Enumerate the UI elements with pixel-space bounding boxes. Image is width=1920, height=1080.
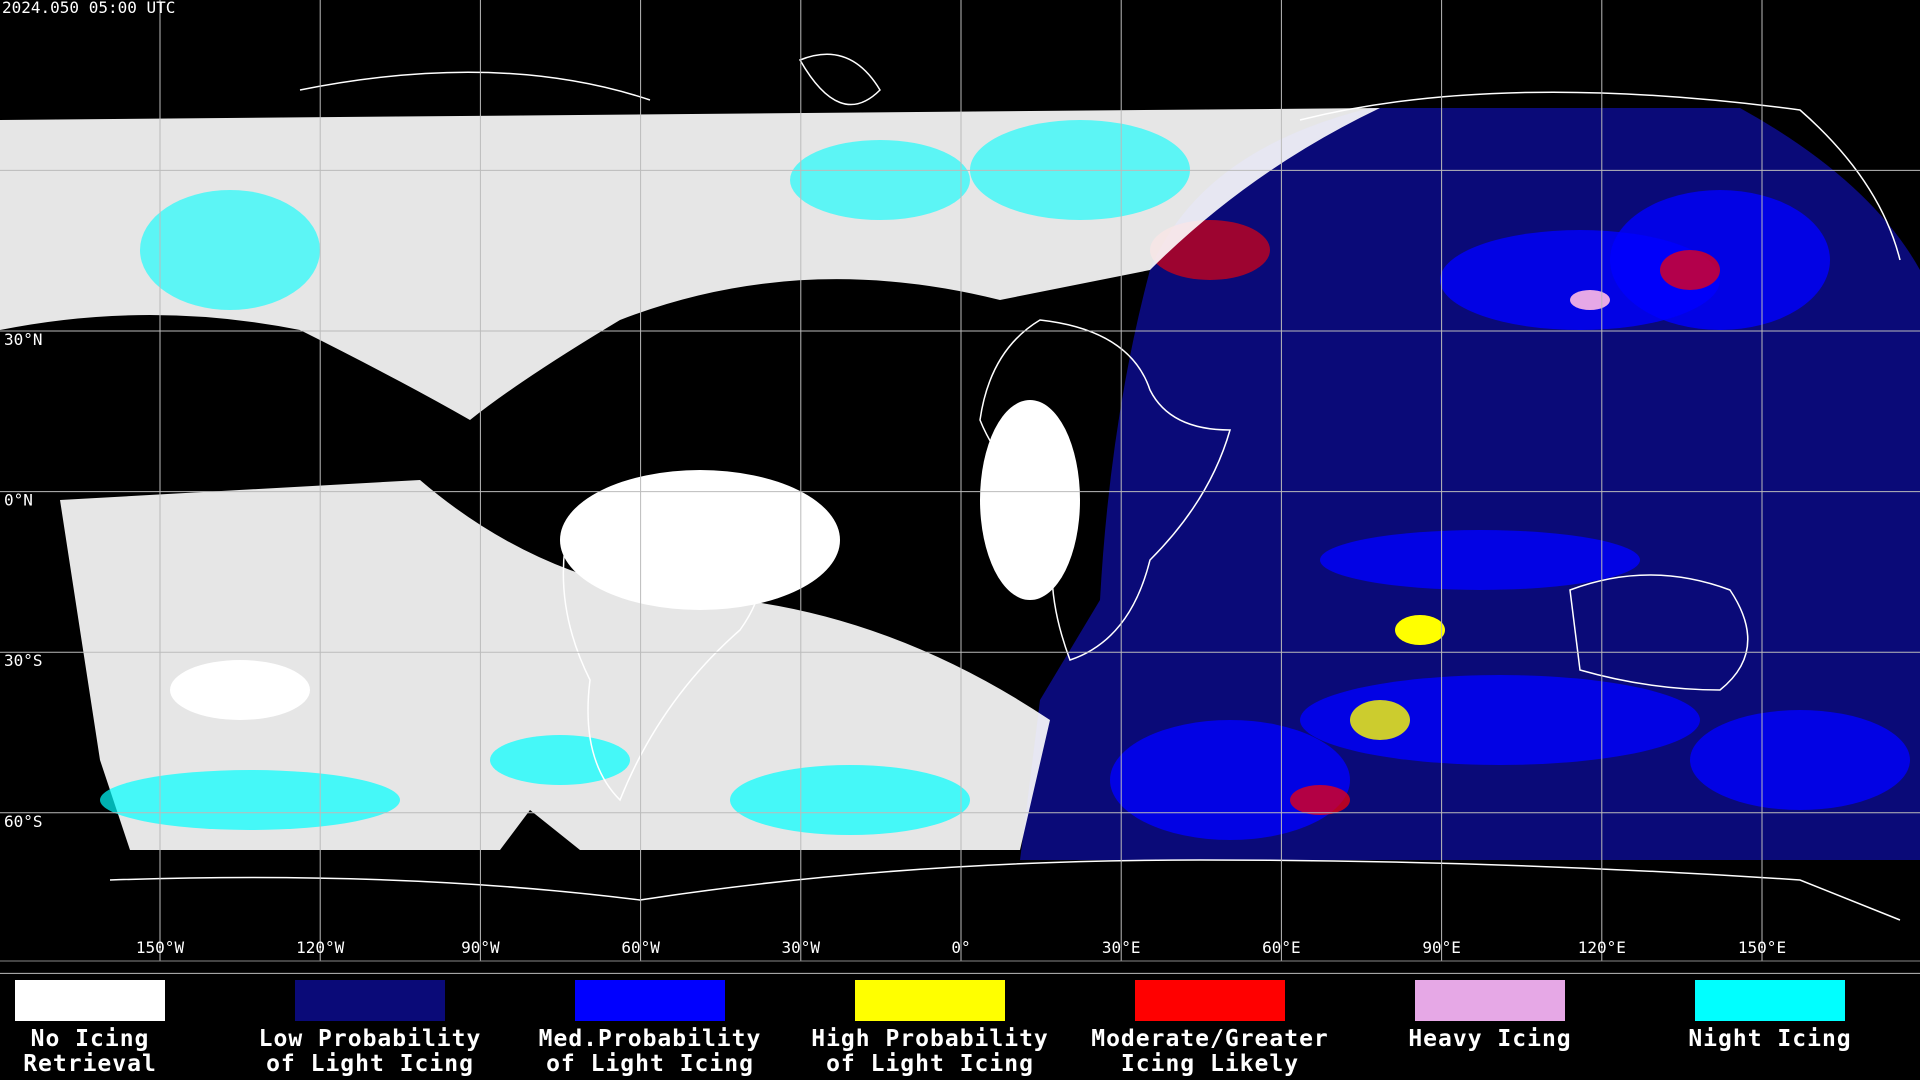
legend-swatch <box>15 980 165 1021</box>
legend-label: Heavy Icing <box>1408 1026 1571 1052</box>
legend-label: High Probability <box>811 1026 1049 1052</box>
legend-label: Low Probability <box>259 1026 482 1052</box>
latitude-label: 30°S <box>4 651 43 670</box>
latitude-label: 60°S <box>4 812 43 831</box>
legend-label: Night Icing <box>1688 1026 1851 1052</box>
longitude-label: 0° <box>951 938 970 957</box>
longitude-label: 60°E <box>1262 938 1301 957</box>
legend-swatch <box>1415 980 1565 1021</box>
legend-swatch <box>1135 980 1285 1021</box>
legend-swatch <box>295 980 445 1021</box>
legend-label: Med.Probability <box>539 1026 762 1052</box>
longitude-label: 120°W <box>296 938 345 957</box>
longitude-label: 150°W <box>136 938 185 957</box>
legend-label: No Icing <box>31 1026 150 1052</box>
legend-label: Retrieval <box>23 1051 157 1077</box>
legend-label: of Light Icing <box>266 1051 474 1077</box>
longitude-label: 90°W <box>461 938 500 957</box>
legend-label: Moderate/Greater <box>1091 1026 1329 1052</box>
latitude-label: 0°N <box>4 491 33 510</box>
longitude-label: 30°E <box>1102 938 1141 957</box>
latitude-label: 30°N <box>4 330 43 349</box>
legend-swatch <box>1695 980 1845 1021</box>
legend-swatch <box>575 980 725 1021</box>
axis-labels: 30°N 0°N 30°S 60°S 150°W 120°W 90°W 60°W 30°W 0° 3… <box>4 330 1786 957</box>
longitude-label: 120°E <box>1578 938 1626 957</box>
legend-swatch <box>855 980 1005 1021</box>
longitude-label: 150°E <box>1738 938 1786 957</box>
day-side-clouds <box>0 108 1380 850</box>
longitude-label: 30°W <box>782 938 821 957</box>
legend-label: of Light Icing <box>546 1051 754 1077</box>
legend-label: Icing Likely <box>1121 1051 1299 1077</box>
coastlines <box>109 53 1901 921</box>
night-side <box>1020 108 1920 860</box>
timestamp: 2024.050 05:00 UTC <box>2 0 175 17</box>
legend-label: of Light Icing <box>826 1051 1034 1077</box>
longitude-label: 60°W <box>621 938 660 957</box>
longitude-label: 90°E <box>1422 938 1461 957</box>
graticule <box>0 0 1920 974</box>
